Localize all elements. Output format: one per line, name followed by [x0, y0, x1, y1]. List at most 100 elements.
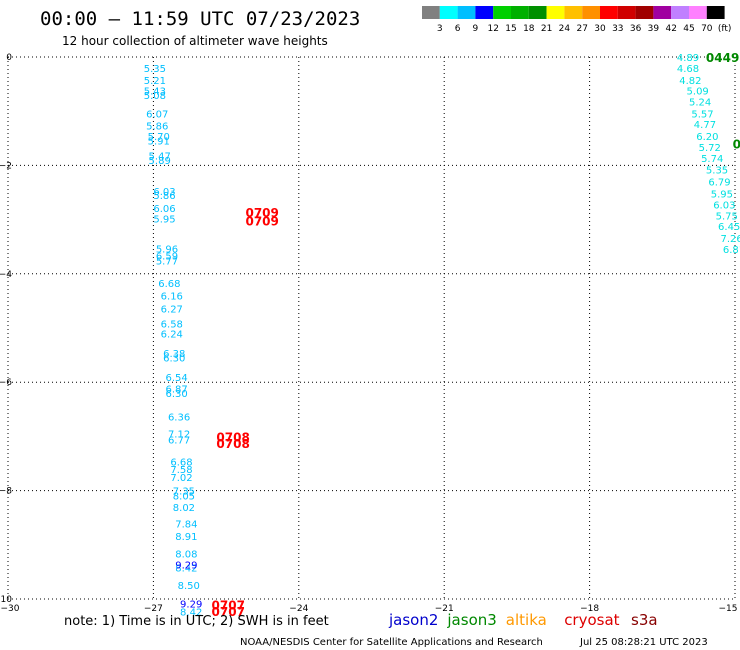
legend-swatch [546, 6, 565, 19]
legend-swatch [653, 6, 672, 19]
grid-lines [7, 56, 736, 600]
legend-label: 45 [683, 24, 694, 34]
wave-height-label: 6.24 [161, 329, 183, 340]
x-axis-tick-labels: −30 −27 −24 −21 −18 −15 [1, 604, 738, 614]
pass-time-label: 0709 [245, 215, 278, 229]
wave-height-label: 6.36 [168, 412, 190, 423]
wave-height-label: 5.74 [701, 154, 723, 165]
legend-swatch [600, 6, 618, 19]
wave-height-label: 6.03 [153, 187, 175, 198]
legend-label: 9 [473, 24, 479, 34]
wave-height-label: 6.81 [723, 245, 740, 256]
wave-height-label: 9.29 [180, 599, 202, 610]
wave-height-label: 5.21 [144, 76, 166, 87]
wave-height-label: 5.72 [699, 143, 721, 154]
wave-height-label: 6.54 [166, 373, 188, 384]
legend-label: 15 [505, 24, 516, 34]
satellite-altika: altika [506, 611, 547, 629]
legend-label: 3 [437, 24, 443, 34]
x-tick-label: −18 [580, 604, 599, 614]
wave-height-label: 7.58 [170, 465, 192, 476]
x-tick-label: −27 [144, 604, 163, 614]
wave-height-label: 8.91 [175, 532, 197, 543]
pass-time-label: 0707 [212, 598, 245, 612]
footer-credit: NOAA/NESDIS Center for Satellite Applica… [240, 637, 543, 648]
wave-height-label: 6.06 [153, 204, 175, 215]
wave-height-label: 5.96 [156, 244, 178, 255]
legend-label: 33 [612, 24, 623, 34]
legend-label: 6 [455, 24, 461, 34]
wave-height-label: 5.86 [146, 121, 168, 132]
wave-height-label: 6.38 [163, 349, 185, 360]
wave-height-label: 6.16 [161, 291, 183, 302]
wave-height-label: 7.84 [175, 520, 197, 531]
satellite-s3a: s3a [631, 611, 658, 629]
wave-height-label: 5.47 [149, 152, 171, 163]
legend-label: 70 [701, 24, 713, 34]
wave-height-label: 5.35 [144, 64, 166, 75]
x-tick-label: −21 [435, 604, 454, 614]
satellite-jason3: jason3 [446, 611, 496, 629]
pass-time-label: 0708 [216, 430, 249, 444]
footer-timestamp: Jul 25 08:28:21 UTC 2023 [579, 637, 708, 648]
pass-time-label: 0449 [706, 51, 739, 65]
y-tick-label: −10 [0, 595, 12, 605]
legend-label: 12 [487, 24, 498, 34]
wave-height-label: 6.87 [166, 385, 188, 396]
legend-swatch [439, 6, 458, 19]
wave-height-label: 6.77 [168, 436, 190, 447]
wave-height-label: 6.68 [158, 279, 180, 290]
satellite-cryosat: cryosat [564, 611, 619, 629]
wave-height-label: 5.91 [148, 136, 170, 147]
legend-swatch [689, 6, 707, 19]
wave-height-label: 5.95 [153, 215, 175, 226]
wave-height-label: 6.30 [163, 353, 185, 364]
wave-height-label: 8.05 [173, 491, 195, 502]
wave-height-label: 7.35 [173, 487, 195, 498]
wave-height-label: 9.29 [175, 560, 197, 571]
legend-swatch [528, 6, 547, 19]
legend-swatch [457, 6, 476, 19]
wave-height-label: 5.70 [148, 132, 170, 143]
wave-height-label: 6.07 [146, 109, 168, 120]
wave-height-label: 6.68 [170, 457, 192, 468]
legend-swatch [511, 6, 529, 19]
legend-label: (ft) [718, 24, 732, 34]
legend-label: 24 [559, 24, 571, 34]
legend-swatch [671, 6, 689, 19]
wave-height-label: 7.12 [168, 430, 190, 441]
pass-time-label: 0707 [212, 605, 245, 619]
legend-swatch [564, 6, 583, 19]
wave-height-label: 5.43 [144, 87, 166, 98]
legend-label: 39 [648, 24, 660, 34]
wave-height-label: 4.82 [679, 76, 701, 87]
wave-height-label: 6.20 [696, 132, 718, 143]
chart-title: 00:00 – 11:59 UTC 07/23/2023 [40, 8, 360, 30]
satellite-jason2: jason2 [388, 611, 438, 629]
wave-height-label: 5.24 [689, 97, 711, 108]
legend-swatch [582, 6, 600, 19]
wave-height-label: 7.26 [720, 234, 740, 245]
wave-height-label: 5.57 [691, 109, 713, 120]
wave-height-label: 5.86 [153, 191, 175, 202]
legend-label: 21 [541, 24, 552, 34]
wave-height-label: 8.50 [178, 581, 200, 592]
wave-height-label: 8.42 [175, 564, 197, 575]
wave-height-label: 6.45 [718, 222, 740, 233]
wave-height-label: 6.03 [713, 200, 735, 211]
chart-subtitle: 12 hour collection of altimeter wave hei… [62, 34, 328, 48]
wave-height-label: 5.35 [706, 166, 728, 177]
wave-height-label: 5.09 [687, 87, 709, 98]
pass-time-label: 0709 [245, 206, 278, 220]
wave-height-label: 6.58 [161, 320, 183, 331]
legend-swatch [635, 6, 654, 19]
footer-note: note: 1) Time is in UTC; 2) SWH is in fe… [64, 614, 329, 629]
color-legend-labels: 3 6 9 12 15 18 21 24 27 30 33 36 39 42 45 70 (ft) [437, 24, 731, 34]
wave-height-label: 7.02 [170, 473, 192, 484]
wave-height-label: 6.27 [161, 304, 183, 315]
wave-height-label: 8.08 [175, 549, 197, 560]
x-tick-label: −15 [719, 604, 738, 614]
legend-label: 18 [523, 24, 535, 34]
wave-height-label: 5.89 [149, 156, 171, 167]
